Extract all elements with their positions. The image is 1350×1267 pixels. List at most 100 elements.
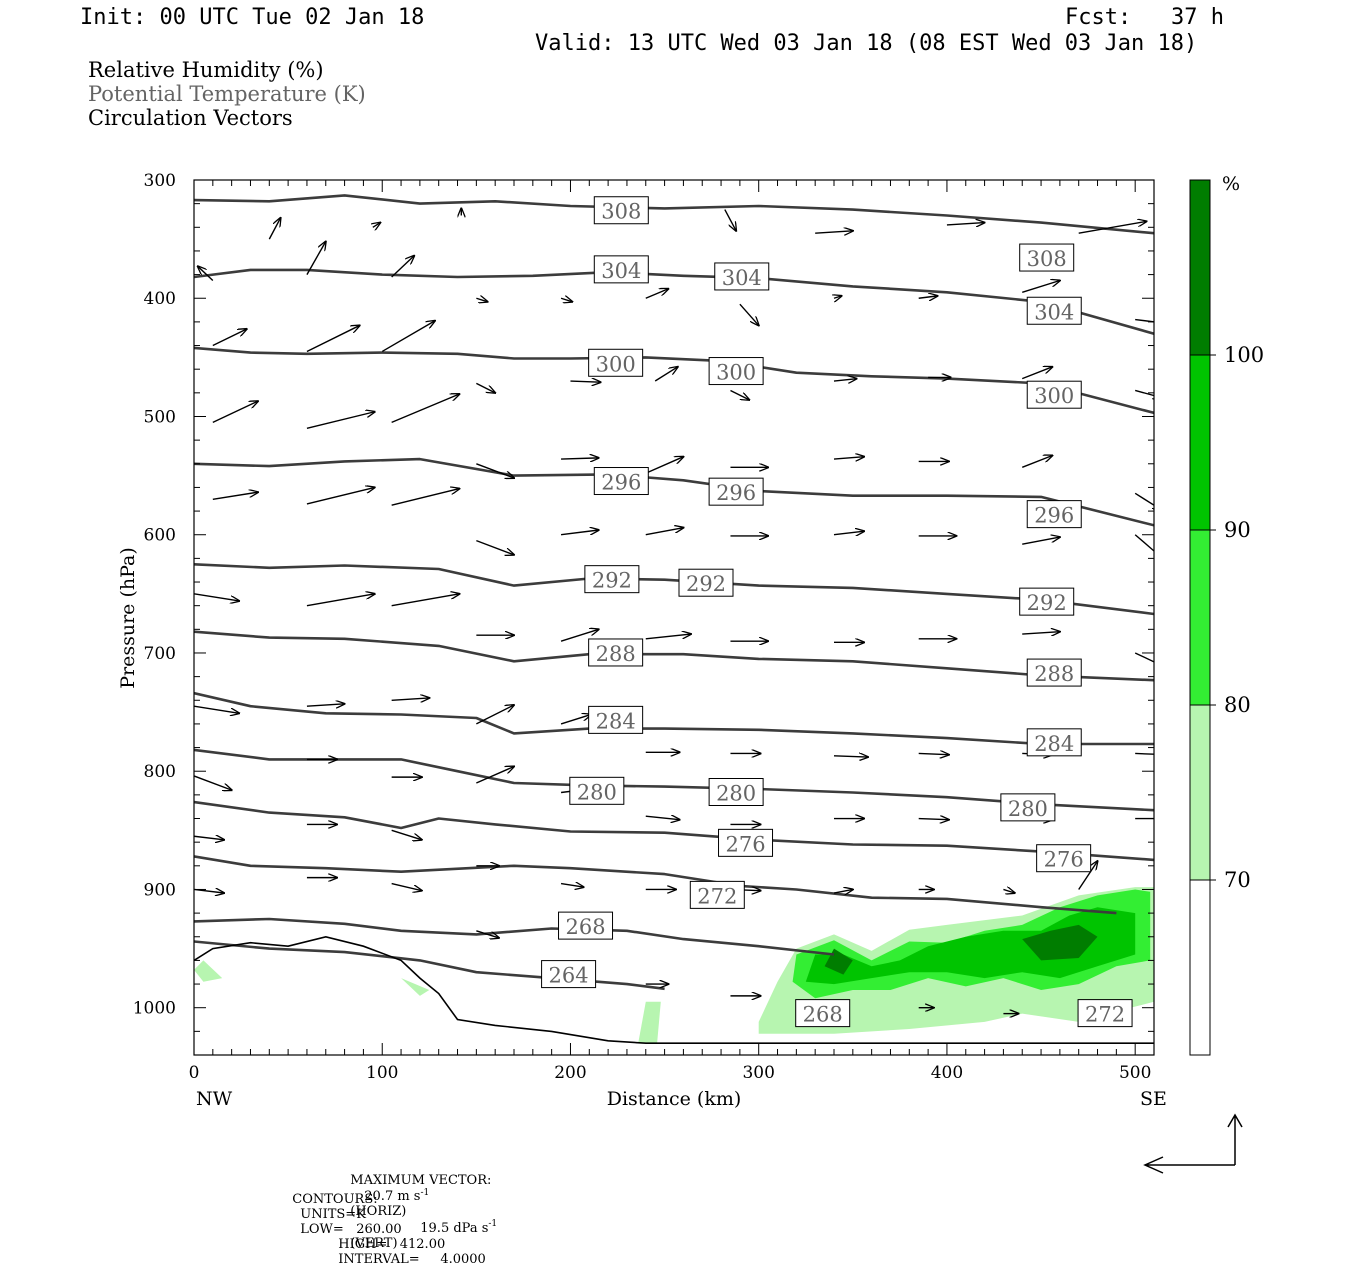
circulation-vector	[1134, 389, 1154, 397]
theta-label: 300	[1034, 384, 1074, 408]
contours-low: LOW= 260.00	[300, 1222, 402, 1237]
theta-contour-labels: 308 308 304 304 304 300 300 300 296 296 296 292 292 2…	[541, 196, 1133, 1028]
circulation-vector	[1022, 632, 1060, 634]
y-tick-label: 300	[144, 171, 176, 191]
colorbar-segment	[1190, 180, 1210, 355]
circulation-vector	[391, 489, 460, 506]
circulation-vector	[476, 766, 514, 784]
plot-frame	[193, 179, 1155, 1056]
theta-contour-line	[194, 940, 665, 991]
theta-label: 280	[1008, 797, 1048, 821]
theta-label-box	[558, 911, 614, 940]
circulation-vector	[1135, 318, 1154, 323]
circulation-vector	[654, 367, 678, 382]
field-rh-title: Relative Humidity (%)	[88, 58, 324, 82]
theta-label: 304	[601, 259, 641, 283]
y-tick-label: 400	[144, 289, 176, 309]
field-vectors-title: Circulation Vectors	[88, 106, 293, 130]
colorbar-segment	[1190, 355, 1210, 530]
theta-label-box	[569, 776, 625, 805]
colorbar-label: 90	[1224, 518, 1251, 542]
circulation-vector	[645, 634, 691, 640]
theta-contour-line	[194, 563, 1154, 616]
circulation-vector	[645, 528, 684, 536]
circulation-vector	[834, 296, 842, 298]
circulation-vector	[739, 303, 759, 325]
circulation-vector	[730, 389, 749, 399]
circulation-vector	[373, 223, 381, 228]
y-tick-label: 600	[144, 526, 176, 546]
theta-label: 300	[596, 352, 636, 376]
theta-label: 304	[1034, 300, 1074, 324]
circulation-vector	[306, 325, 360, 353]
theta-label-box	[795, 999, 851, 1028]
circulation-vector	[476, 463, 514, 478]
circulation-vector	[391, 394, 460, 424]
theta-label-box	[1077, 999, 1133, 1028]
x-tick-label: 400	[931, 1063, 963, 1083]
circulation-vector	[946, 223, 985, 225]
circulation-vector	[391, 256, 415, 278]
theta-label-box	[541, 960, 597, 989]
valid-time: Valid: 13 UTC Wed 03 Jan 18 (08 EST Wed …	[535, 31, 1198, 56]
theta-label: 280	[577, 780, 617, 804]
theta-label: 296	[1034, 504, 1074, 528]
circulation-vector	[918, 819, 949, 820]
terrain-line	[194, 935, 1154, 1044]
theta-contour-line	[194, 457, 1154, 527]
colorbar-unit: %	[1222, 173, 1240, 195]
theta-label-box	[1026, 500, 1082, 529]
theta-label-box	[593, 255, 649, 284]
theta-label-box	[1019, 243, 1075, 272]
x-axis-label: Distance (km)	[607, 1088, 742, 1110]
circulation-vector	[833, 379, 857, 381]
theta-label-box	[708, 778, 764, 806]
theta-label: 284	[1034, 732, 1074, 756]
theta-label: 292	[1027, 591, 1067, 615]
circulation-vector	[391, 829, 422, 839]
se-endpoint: SE	[1140, 1088, 1167, 1110]
y-tick-label: 700	[144, 644, 176, 664]
reference-vector-icon	[1143, 1113, 1243, 1174]
nw-endpoint: NW	[196, 1088, 233, 1110]
circulation-vector	[212, 401, 258, 424]
contours-units: UNITS=K	[300, 1207, 366, 1222]
circulation-vector	[476, 930, 499, 938]
theta-label-box	[708, 357, 764, 386]
theta-label-box	[1000, 793, 1056, 822]
theta-label-box	[593, 196, 649, 225]
y-tick-label: 500	[144, 407, 176, 427]
theta-contour-line	[194, 630, 1154, 682]
axes: 300 400 500 600 700 800 900 1000 0 100 200 300 400 50…	[133, 171, 1155, 1083]
theta-contour-line	[194, 855, 1117, 915]
theta-label: 304	[722, 266, 762, 290]
theta-label: 296	[716, 481, 756, 505]
colorbar: 70 80 90 100	[1189, 179, 1264, 1056]
circulation-vector	[1022, 537, 1060, 545]
circulation-vector	[833, 756, 868, 757]
circulation-vector	[1134, 534, 1154, 552]
circulation-vector	[198, 266, 214, 282]
circulation-vector	[560, 714, 591, 725]
max-vector-horiz-exp: -1	[420, 1188, 430, 1198]
theta-label-box	[1026, 380, 1082, 409]
circulation-vector	[391, 698, 430, 700]
rh-region	[401, 978, 430, 996]
field-theta-title: Potential Temperature (K)	[88, 82, 366, 106]
y-axis-label: Pressure (hPa)	[117, 547, 139, 689]
cross-section-chart: 308 308 304 304 304 300 300 300 296 296 296 292 292 2…	[117, 171, 1264, 1174]
y-tick-label: 900	[144, 880, 176, 900]
theta-label: 276	[725, 832, 765, 856]
theta-label: 292	[592, 569, 632, 593]
x-tick-label: 200	[554, 1063, 586, 1083]
circulation-vector	[724, 209, 736, 231]
theta-label-box	[588, 638, 644, 667]
circulation-vector	[918, 296, 938, 298]
circulation-vector	[1135, 752, 1154, 755]
circulation-vector	[1078, 221, 1147, 234]
circulation-vector	[1134, 652, 1154, 663]
theta-contours	[194, 194, 1154, 991]
theta-label-box	[588, 348, 644, 377]
circulation-vector	[194, 775, 232, 790]
theta-label-box	[678, 568, 734, 597]
